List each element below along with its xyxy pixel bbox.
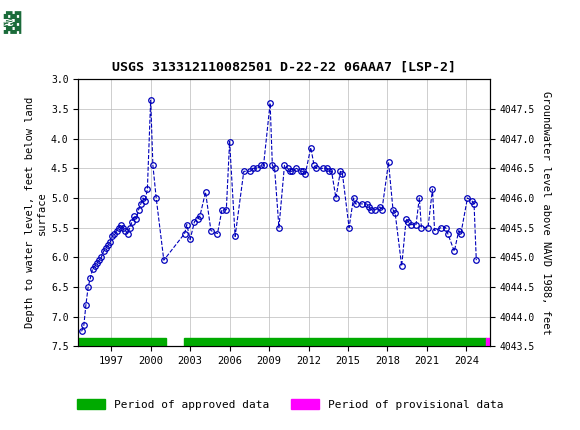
Bar (3, 2, 52, 43)
Bar (78, 338, 166, 346)
Bar (183, 338, 486, 346)
Y-axis label: Depth to water level, feet below land
surface: Depth to water level, feet below land su… (25, 97, 47, 329)
Text: ≋: ≋ (3, 15, 14, 30)
Legend: Period of approved data, Period of provisional data: Period of approved data, Period of provi… (77, 399, 503, 410)
Y-axis label: Groundwater level above NAVD 1988, feet: Groundwater level above NAVD 1988, feet (541, 91, 550, 335)
Title: USGS 313312110082501 D-22-22 06AAA7 [LSP-2]: USGS 313312110082501 D-22-22 06AAA7 [LSP… (112, 61, 456, 74)
Bar (486, 338, 490, 346)
Text: USGS: USGS (42, 12, 110, 33)
Text: ▓: ▓ (3, 11, 20, 34)
